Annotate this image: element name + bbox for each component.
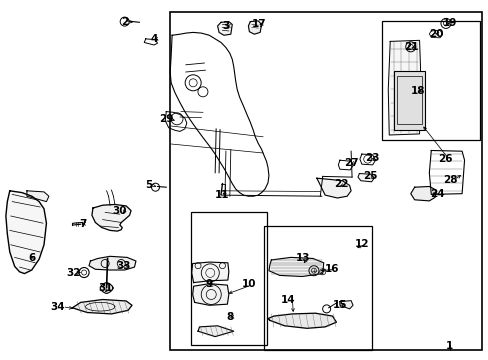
Polygon shape — [192, 284, 228, 305]
Text: 31: 31 — [98, 283, 112, 293]
Bar — [190, 212, 266, 345]
Text: 13: 13 — [295, 253, 310, 264]
Text: 5: 5 — [145, 180, 152, 190]
Bar — [264, 226, 371, 350]
Text: 8: 8 — [226, 312, 233, 322]
Polygon shape — [267, 313, 336, 328]
Text: 20: 20 — [428, 29, 443, 39]
Text: 22: 22 — [333, 179, 348, 189]
Text: 34: 34 — [50, 302, 65, 312]
Polygon shape — [72, 300, 132, 314]
Polygon shape — [387, 40, 420, 135]
Text: 26: 26 — [437, 154, 451, 164]
Text: 7: 7 — [79, 219, 87, 229]
Text: 6: 6 — [28, 253, 35, 264]
Text: 25: 25 — [363, 171, 377, 181]
Text: 16: 16 — [325, 264, 339, 274]
Text: 10: 10 — [242, 279, 256, 289]
Polygon shape — [339, 301, 352, 309]
Text: 33: 33 — [116, 261, 130, 271]
Polygon shape — [357, 174, 373, 182]
Text: 9: 9 — [205, 279, 212, 289]
Polygon shape — [100, 283, 113, 293]
Polygon shape — [198, 326, 233, 337]
Polygon shape — [191, 262, 228, 283]
Text: 2: 2 — [121, 17, 128, 27]
Polygon shape — [89, 256, 136, 270]
Text: 28: 28 — [443, 175, 457, 185]
Text: 32: 32 — [66, 268, 81, 278]
Text: 3: 3 — [222, 21, 229, 31]
Polygon shape — [27, 191, 49, 202]
Polygon shape — [248, 21, 261, 34]
Text: 11: 11 — [215, 190, 229, 200]
Text: 27: 27 — [343, 158, 358, 168]
Text: 15: 15 — [332, 300, 346, 310]
Polygon shape — [410, 186, 435, 201]
Text: 29: 29 — [159, 114, 173, 124]
Text: 24: 24 — [429, 189, 444, 199]
Bar — [396, 76, 421, 124]
Polygon shape — [217, 22, 232, 35]
Text: 1: 1 — [446, 341, 452, 351]
Text: 30: 30 — [112, 206, 127, 216]
Polygon shape — [6, 191, 46, 274]
Polygon shape — [92, 204, 131, 231]
Text: 19: 19 — [442, 18, 456, 28]
Bar — [382, 21, 479, 140]
Text: 17: 17 — [251, 19, 266, 29]
Bar — [393, 71, 425, 130]
Text: 23: 23 — [365, 153, 379, 163]
Text: 21: 21 — [404, 42, 418, 52]
Bar — [170, 12, 481, 350]
Polygon shape — [316, 178, 350, 198]
Text: 12: 12 — [354, 239, 368, 249]
Text: 18: 18 — [410, 86, 425, 96]
Polygon shape — [268, 257, 323, 276]
Text: 4: 4 — [150, 34, 158, 44]
Text: 14: 14 — [281, 294, 295, 305]
